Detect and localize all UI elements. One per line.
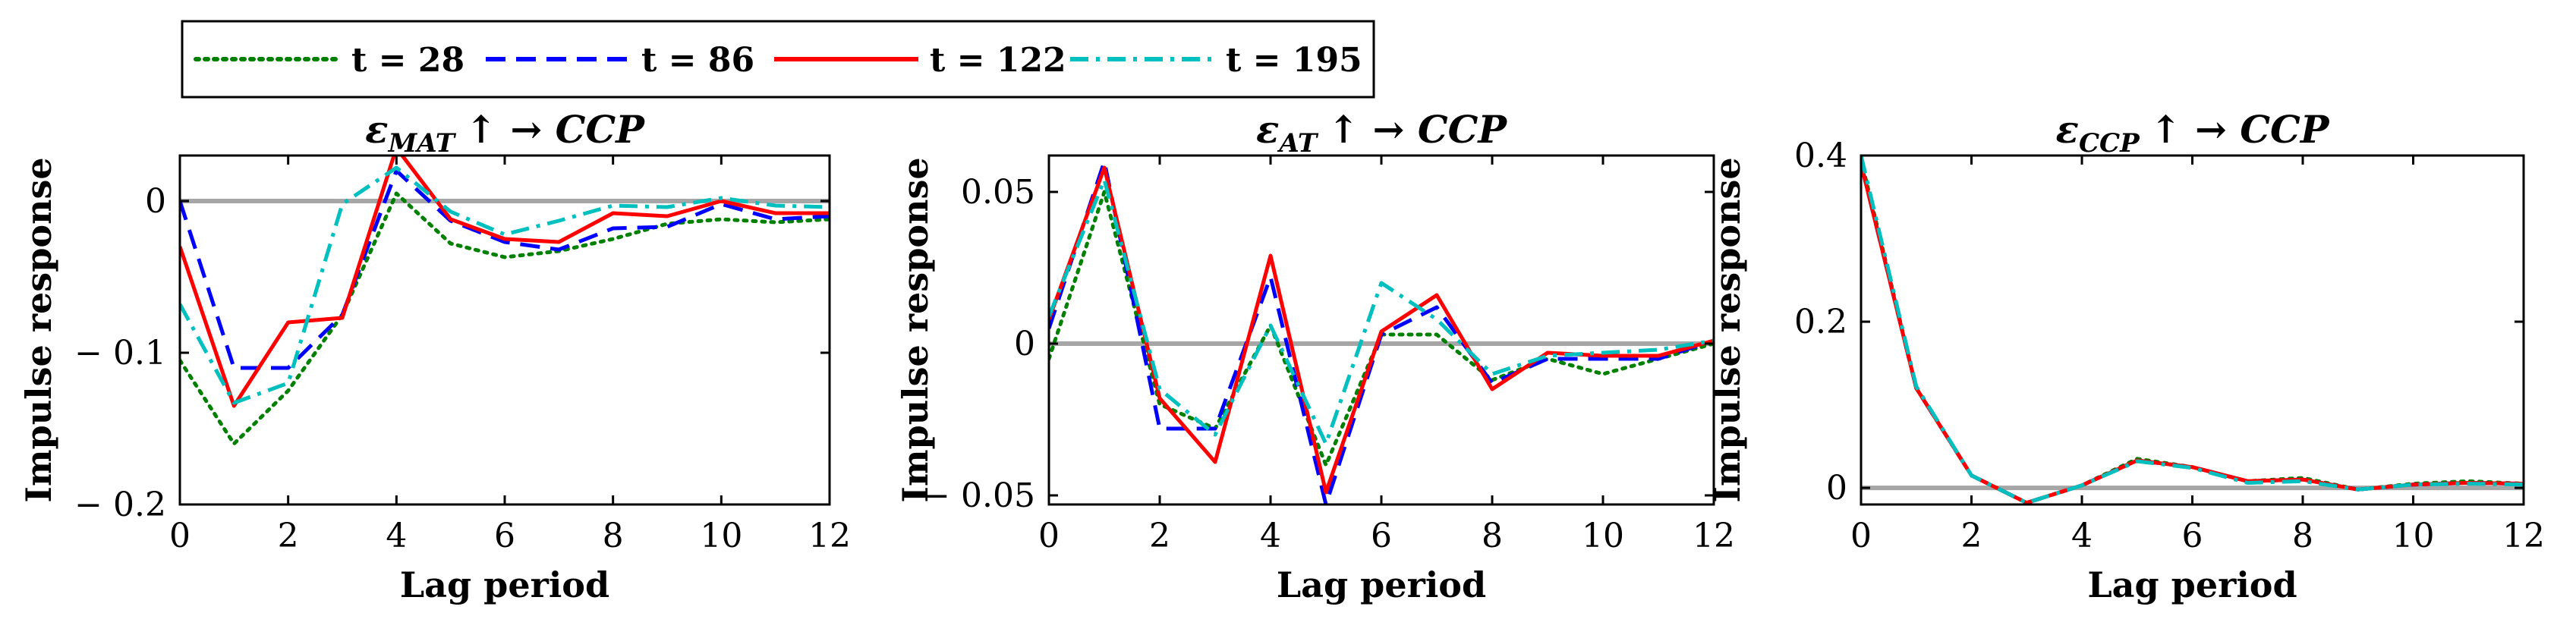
x-tick-label: 6 (494, 517, 515, 555)
chart-panel: 0 2 4 6 8 10 12 0 − 0.1 − 0.2 Lag period Impulse re… (18, 107, 851, 605)
x-tick-label: 10 (2392, 517, 2435, 555)
x-tick-label: 10 (1582, 517, 1624, 555)
x-tick-label: 4 (386, 517, 407, 555)
legend-item: t = 28 (194, 41, 464, 80)
series-line (180, 168, 830, 370)
series-line (180, 165, 830, 405)
y-tick-label: 0.4 (1794, 137, 1847, 175)
legend-item: t = 195 (1070, 41, 1362, 80)
legend: t = 28 t = 86 t = 122 t = 195 (181, 20, 1375, 99)
y-tick-label: − 0.05 (922, 476, 1035, 515)
y-tick-label: 0 (1826, 469, 1847, 508)
x-tick-label: 12 (808, 517, 851, 555)
y-tick-label: − 0.1 (74, 334, 166, 372)
y-tick-label: − 0.2 (74, 486, 166, 524)
legend-label: t = 195 (1226, 41, 1362, 80)
y-tick-label: 0.2 (1794, 303, 1847, 341)
chart-title: εCCP ↑ → CCP (2056, 107, 2330, 159)
y-tick-label: 0 (1014, 325, 1035, 363)
x-tick-label: 0 (169, 517, 191, 555)
x-tick-label: 2 (278, 517, 299, 555)
legend-label: t = 28 (351, 41, 464, 80)
x-tick-label: 6 (2182, 517, 2203, 555)
series-line (1861, 163, 2524, 504)
series-line (180, 191, 830, 446)
series-line (1049, 190, 1714, 467)
legend-label: t = 86 (641, 41, 754, 80)
x-tick-label: 12 (2502, 517, 2545, 555)
series-line (1049, 165, 1714, 495)
x-tick-label: 8 (2292, 517, 2313, 555)
x-tick-label: 8 (1482, 517, 1503, 555)
x-tick-label: 8 (603, 517, 624, 555)
legend-item: t = 86 (486, 41, 754, 80)
x-tick-label: 0 (1038, 517, 1060, 555)
x-axis-label: Lag period (400, 564, 609, 605)
axes-frame (1860, 154, 2525, 506)
series-line (1861, 156, 2524, 504)
x-axis-label: Lag period (2087, 564, 2297, 605)
series-line (1861, 163, 2524, 504)
x-tick-label: 10 (700, 517, 742, 555)
y-axis-label: Impulse response (1707, 157, 1748, 502)
series-line (1049, 178, 1714, 446)
y-axis-label: Impulse response (895, 157, 936, 502)
legend-label: t = 122 (930, 41, 1066, 80)
x-tick-label: 4 (2071, 517, 2093, 555)
x-axis-label: Lag period (1277, 564, 1486, 605)
legend-item: t = 122 (774, 41, 1066, 80)
x-tick-label: 2 (1961, 517, 1982, 555)
x-tick-label: 12 (1693, 517, 1735, 555)
y-tick-label: 0 (145, 182, 166, 221)
series-line (1861, 158, 2524, 504)
x-tick-label: 4 (1260, 517, 1281, 555)
chart-title: εMAT ↑ → CCP (365, 107, 645, 159)
x-tick-label: 6 (1371, 517, 1392, 555)
y-axis-label: Impulse response (18, 157, 59, 502)
chart-panel: 0 2 4 6 8 10 12 0.4 0.2 0 Lag period Impulse respon… (1707, 107, 2545, 605)
y-tick-label: 0.05 (961, 173, 1035, 212)
x-tick-label: 0 (1850, 517, 1872, 555)
chart-title: εAT ↑ → CCP (1256, 107, 1507, 159)
series-line (180, 156, 830, 408)
x-tick-label: 2 (1149, 517, 1170, 555)
